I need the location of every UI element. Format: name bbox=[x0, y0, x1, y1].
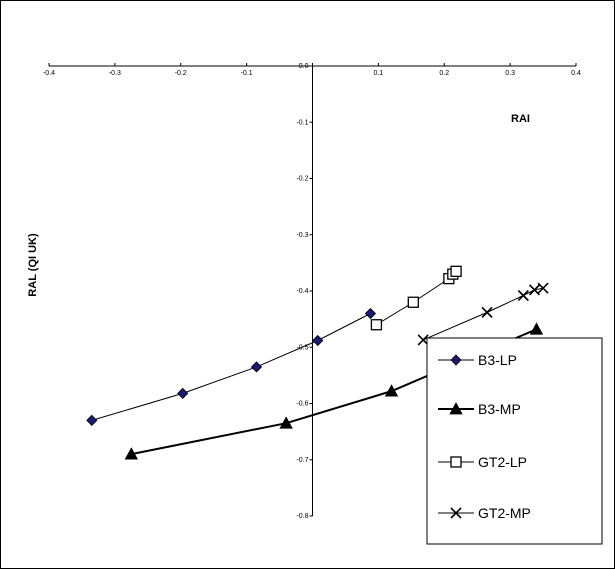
y-tick-label: -0.4 bbox=[296, 288, 308, 295]
y-axis-title: RAL (QI UK) bbox=[27, 233, 39, 297]
legend-label-b3-mp: B3-MP bbox=[478, 401, 521, 417]
legend-item-b3-mp: B3-MP bbox=[438, 401, 521, 417]
x-tick-label: -0.3 bbox=[109, 70, 121, 77]
data-point-gt2-mp bbox=[481, 306, 493, 318]
data-point-gt2-mp bbox=[517, 289, 529, 302]
x-marker-stroke bbox=[450, 507, 462, 519]
y-tick-label: -0.3 bbox=[296, 232, 308, 239]
legend-marker-b3-lp bbox=[450, 354, 462, 366]
series-line-b3-lp bbox=[91, 313, 371, 421]
x-marker-stroke bbox=[417, 334, 429, 346]
x-marker-stroke bbox=[528, 284, 541, 296]
series-gt2-lp bbox=[370, 265, 462, 331]
x-tick-label: 0.2 bbox=[439, 70, 449, 77]
x-tick-label: 0.4 bbox=[571, 70, 581, 77]
y-tick-label: 0.0 bbox=[299, 63, 309, 70]
legend-marker-b3-mp bbox=[449, 402, 463, 415]
data-point-gt2-lp bbox=[370, 319, 383, 331]
data-point-gt2-mp bbox=[528, 284, 541, 296]
data-point-b3-mp bbox=[279, 416, 293, 429]
legend-item-gt2-lp: GT2-LP bbox=[438, 454, 527, 470]
axes: -0.4 -0.3 -0.2 -0.1 0.1 0.2 0.3 0.4 0.0 -0.1 -0.2 -… bbox=[43, 63, 581, 520]
y-tick-label: -0.7 bbox=[296, 457, 308, 464]
y-tick-label: -0.2 bbox=[296, 176, 308, 183]
data-point-b3-mp bbox=[124, 447, 139, 460]
x-tick-label: 0.1 bbox=[374, 70, 384, 77]
legend-label-gt2-mp: GT2-MP bbox=[478, 505, 531, 521]
x-tick-label: -0.2 bbox=[175, 70, 187, 77]
data-point-b3-lp bbox=[177, 387, 189, 399]
series-gt2-mp bbox=[417, 282, 549, 346]
x-tick-label: 0.3 bbox=[505, 70, 515, 77]
series-line-gt2-mp bbox=[422, 287, 544, 341]
y-tick-label: -0.1 bbox=[296, 119, 308, 126]
data-point-gt2-lp bbox=[407, 296, 419, 308]
legend-label-gt2-lp: GT2-LP bbox=[478, 454, 527, 470]
data-point-gt2-lp bbox=[450, 265, 462, 277]
data-point-b3-lp bbox=[364, 307, 377, 320]
legend-marker-gt2-mp bbox=[450, 507, 462, 519]
series-b3-lp bbox=[86, 307, 377, 426]
data-point-b3-lp bbox=[250, 361, 263, 373]
legend-box bbox=[426, 337, 603, 545]
data-point-b3-lp bbox=[312, 334, 324, 347]
legend-item-gt2-mp: GT2-MP bbox=[438, 505, 531, 521]
legend-item-b3-lp: B3-LP bbox=[438, 352, 517, 368]
x-marker-stroke bbox=[517, 289, 529, 302]
x-marker-stroke bbox=[481, 306, 493, 318]
legend-marker-gt2-lp bbox=[450, 456, 462, 468]
legend-label-b3-lp: B3-LP bbox=[478, 352, 517, 368]
x-marker-stroke bbox=[537, 282, 549, 294]
y-tick-label: -0.8 bbox=[296, 513, 308, 520]
legend: B3-LP B3-MP GT2-LP GT2-MP bbox=[426, 337, 603, 545]
x-tick-label: -0.4 bbox=[43, 70, 55, 77]
y-tick-label: -0.5 bbox=[296, 344, 308, 351]
y-tick-label: -0.6 bbox=[296, 401, 308, 408]
data-point-b3-mp bbox=[529, 322, 544, 335]
data-point-b3-mp bbox=[384, 384, 399, 397]
data-point-b3-lp bbox=[86, 414, 98, 426]
x-tick-label: -0.1 bbox=[241, 70, 253, 77]
data-point-gt2-mp bbox=[537, 282, 549, 294]
x-axis-title: RAI bbox=[511, 113, 530, 125]
